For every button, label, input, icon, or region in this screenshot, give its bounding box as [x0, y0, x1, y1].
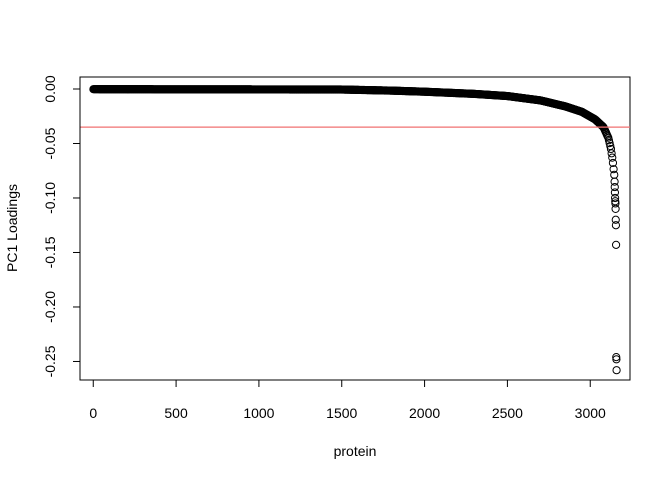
- x-tick-label: 2000: [409, 405, 440, 421]
- x-axis-title: protein: [334, 443, 377, 459]
- x-tick-label: 2500: [492, 405, 523, 421]
- data-point: [611, 221, 621, 230]
- y-tick-label: -0.25: [42, 345, 58, 377]
- x-axis: 0 500 1000 1500 2000 2500 3000: [89, 379, 606, 421]
- x-tick-label: 3000: [575, 405, 606, 421]
- y-axis-title: PC1 Loadings: [4, 184, 20, 272]
- y-tick-label: 0.00: [42, 75, 58, 102]
- x-tick-label: 1500: [326, 405, 357, 421]
- data-point: [609, 165, 618, 174]
- x-tick-label: 0: [89, 405, 97, 421]
- data-point: [608, 153, 617, 162]
- data-point: [607, 149, 616, 158]
- data-point: [610, 193, 620, 203]
- x-tick-label: 1000: [243, 405, 274, 421]
- data-point: [610, 177, 619, 186]
- data-point: [610, 188, 620, 197]
- y-tick-label: -0.10: [42, 182, 58, 214]
- data-point: [604, 136, 614, 145]
- y-tick-label: -0.05: [42, 127, 58, 159]
- data-point: [612, 355, 621, 364]
- data-point: [610, 182, 619, 192]
- plot-box: [79, 76, 631, 381]
- y-tick-label: -0.20: [42, 291, 58, 323]
- data-point: [611, 199, 620, 208]
- data-point: [611, 240, 621, 249]
- data-points: [89, 85, 621, 375]
- y-axis: 0.00 -0.05 -0.10 -0.15 -0.20 -0.25: [42, 75, 81, 377]
- data-point: [611, 215, 620, 224]
- data-point: [611, 204, 620, 213]
- y-tick-label: -0.15: [42, 236, 58, 268]
- data-point: [612, 366, 621, 375]
- data-point: [608, 158, 618, 168]
- data-point: [605, 139, 614, 148]
- x-tick-label: 500: [164, 405, 188, 421]
- data-point: [606, 144, 616, 154]
